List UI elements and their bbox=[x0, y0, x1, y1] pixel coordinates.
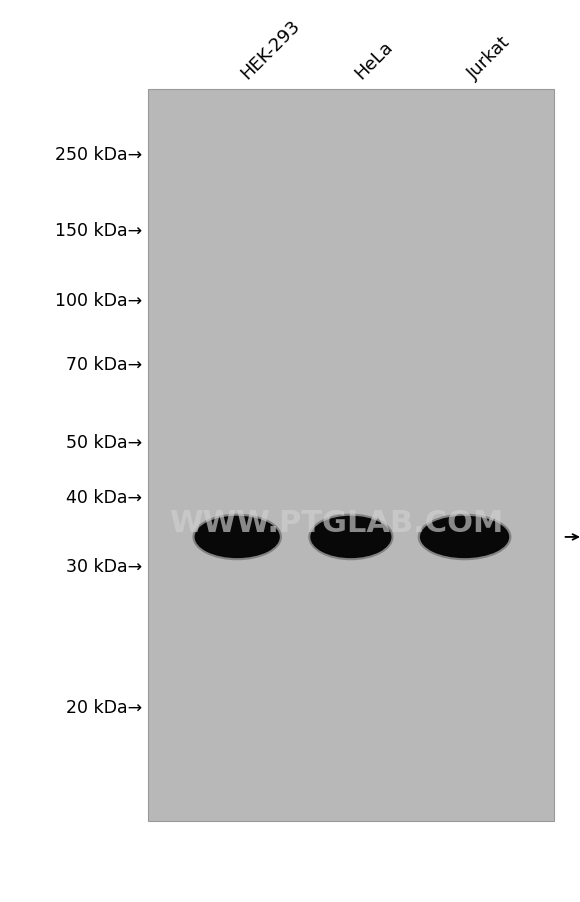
Ellipse shape bbox=[418, 514, 512, 561]
Text: 70 kDa→: 70 kDa→ bbox=[66, 355, 142, 373]
Ellipse shape bbox=[420, 516, 509, 558]
Text: 150 kDa→: 150 kDa→ bbox=[55, 222, 142, 239]
Text: 250 kDa→: 250 kDa→ bbox=[55, 145, 142, 163]
Text: 30 kDa→: 30 kDa→ bbox=[66, 557, 142, 575]
Text: 100 kDa→: 100 kDa→ bbox=[55, 291, 142, 309]
Text: 20 kDa→: 20 kDa→ bbox=[66, 698, 142, 716]
Ellipse shape bbox=[195, 516, 280, 558]
Ellipse shape bbox=[309, 514, 393, 561]
Text: HeLa: HeLa bbox=[351, 38, 396, 83]
Text: 40 kDa→: 40 kDa→ bbox=[66, 489, 142, 507]
Text: HEK-293: HEK-293 bbox=[237, 17, 303, 83]
Text: WWW.PTGLAB.COM: WWW.PTGLAB.COM bbox=[169, 509, 503, 538]
Text: 50 kDa→: 50 kDa→ bbox=[66, 433, 142, 451]
Text: Jurkat: Jurkat bbox=[465, 33, 514, 83]
Ellipse shape bbox=[310, 516, 392, 558]
Ellipse shape bbox=[193, 514, 282, 561]
Bar bbox=[148, 90, 554, 821]
